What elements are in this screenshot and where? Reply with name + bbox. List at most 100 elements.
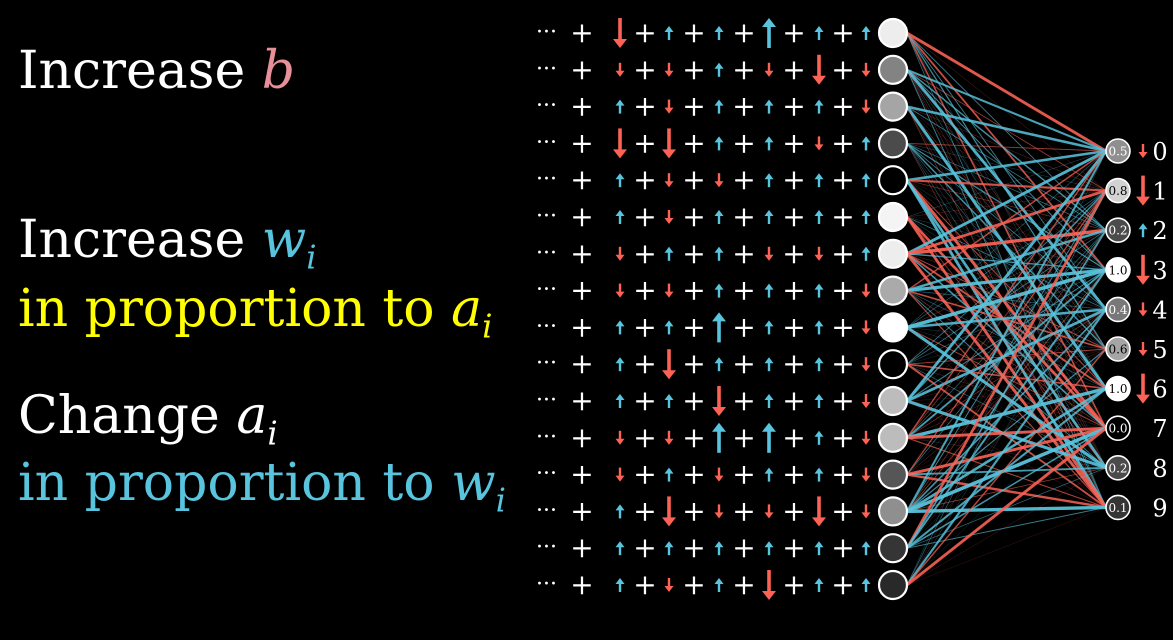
connection-line	[906, 190, 1107, 402]
connection-line	[906, 190, 1107, 586]
arrow-head	[613, 39, 627, 48]
plus-sign: +	[633, 421, 656, 454]
plus-sign: +	[831, 421, 854, 454]
plus-sign: +	[831, 568, 854, 601]
weight-subscript: i	[495, 481, 506, 520]
nudge-up-arrow	[714, 210, 724, 224]
nudge-down-arrow	[615, 62, 625, 77]
arrow-head	[814, 26, 824, 32]
plus-sign: +	[782, 163, 805, 196]
label-in-proportion-to: in proportion to	[18, 279, 435, 339]
connection-line	[906, 106, 1107, 270]
ellipsis-dots: ···	[536, 57, 557, 82]
connection-line	[906, 216, 1107, 430]
output-neuron	[1105, 415, 1131, 442]
nudge-up-arrow	[615, 99, 625, 114]
connection-line	[906, 327, 1107, 350]
arrow-head	[664, 438, 674, 445]
nudge-up-arrow	[814, 541, 824, 556]
arrow-head	[615, 173, 625, 180]
nudge-up-arrow	[664, 467, 674, 482]
arrow-head	[814, 99, 824, 106]
plus-sign: +	[831, 347, 854, 380]
arrow-head	[1136, 394, 1150, 404]
connection-lines	[905, 31, 1108, 587]
digit-label: 5	[1152, 336, 1167, 364]
hidden-neuron	[877, 422, 909, 453]
nudge-down-arrow	[861, 62, 871, 77]
arrow-head	[814, 254, 824, 261]
arrow-head	[764, 512, 774, 519]
sum-row: ··· + + + + + +	[536, 237, 871, 270]
plus-sign: +	[633, 53, 656, 86]
connection-line	[906, 269, 1107, 365]
sum-row: ··· + + + + + +	[536, 16, 871, 49]
arrow-head	[861, 136, 871, 143]
connection-line	[906, 229, 1107, 328]
hidden-neuron	[877, 54, 909, 85]
ellipsis-dots: ···	[536, 94, 557, 119]
arrow-head	[714, 62, 724, 69]
arrow-head	[664, 467, 674, 474]
hidden-neuron	[877, 275, 909, 306]
sum-row: ··· + + + + + +	[536, 421, 871, 454]
label-increase: Increase	[18, 210, 246, 270]
arrow-head	[615, 541, 625, 548]
connection-line	[906, 179, 1107, 192]
connection-line	[906, 106, 1107, 310]
nudge-down-arrow	[664, 173, 674, 188]
connection-line	[905, 105, 1108, 390]
connection-line	[906, 253, 1107, 271]
arrow-head	[861, 365, 871, 372]
connection-line	[906, 190, 1107, 328]
connection-line	[906, 69, 1107, 231]
nudge-up-arrow	[712, 312, 726, 343]
connection-line	[906, 143, 1107, 231]
plus-sign: +	[732, 568, 755, 601]
hidden-neuron	[877, 91, 909, 122]
plus-sign: +	[570, 310, 593, 343]
connection-line	[906, 308, 1107, 403]
arrow-head	[861, 210, 871, 216]
plus-sign: +	[633, 16, 656, 49]
arrow-head	[861, 70, 871, 77]
arrow-head	[615, 578, 625, 584]
arrow-head	[814, 578, 824, 584]
nudge-up-arrow	[1138, 223, 1148, 238]
arrow-head	[664, 320, 674, 327]
connection-line	[906, 229, 1107, 549]
output-neuron	[1105, 256, 1131, 283]
nudge-up-arrow	[714, 99, 724, 114]
hidden-neuron	[877, 17, 909, 49]
nudge-up-arrow	[714, 357, 724, 372]
arrow-head	[664, 394, 674, 400]
ellipsis-dots: ···	[536, 314, 557, 339]
connection-line	[906, 106, 1107, 429]
digit-label: 3	[1152, 257, 1167, 285]
plus-sign: +	[633, 200, 656, 233]
arrow-head	[861, 26, 871, 32]
hidden-neuron	[877, 165, 909, 196]
nudge-up-arrow	[764, 357, 774, 372]
arrow-head	[714, 246, 724, 253]
nudge-up-arrow	[615, 210, 625, 224]
output-value: 1.0	[1108, 263, 1127, 277]
nudge-down-arrow	[613, 18, 627, 48]
output-value: 0.8	[1108, 184, 1127, 198]
nudge-up-arrow	[714, 541, 724, 556]
arrow-head	[814, 357, 824, 364]
output-neuron	[1105, 375, 1131, 402]
plus-sign: +	[633, 163, 656, 196]
plus-sign: +	[682, 274, 705, 307]
nudge-down-arrow	[1136, 254, 1150, 285]
connection-line	[906, 268, 1107, 293]
activation-letter: a	[451, 279, 483, 339]
arrow-head	[764, 541, 774, 548]
arrow-head	[764, 320, 774, 327]
arrow-head	[615, 99, 625, 106]
plus-sign: +	[831, 237, 854, 270]
hidden-neuron	[877, 238, 909, 269]
nudge-down-arrow	[1138, 302, 1148, 317]
sum-row: ··· + + + + + +	[536, 568, 871, 601]
plus-sign: +	[782, 568, 805, 601]
